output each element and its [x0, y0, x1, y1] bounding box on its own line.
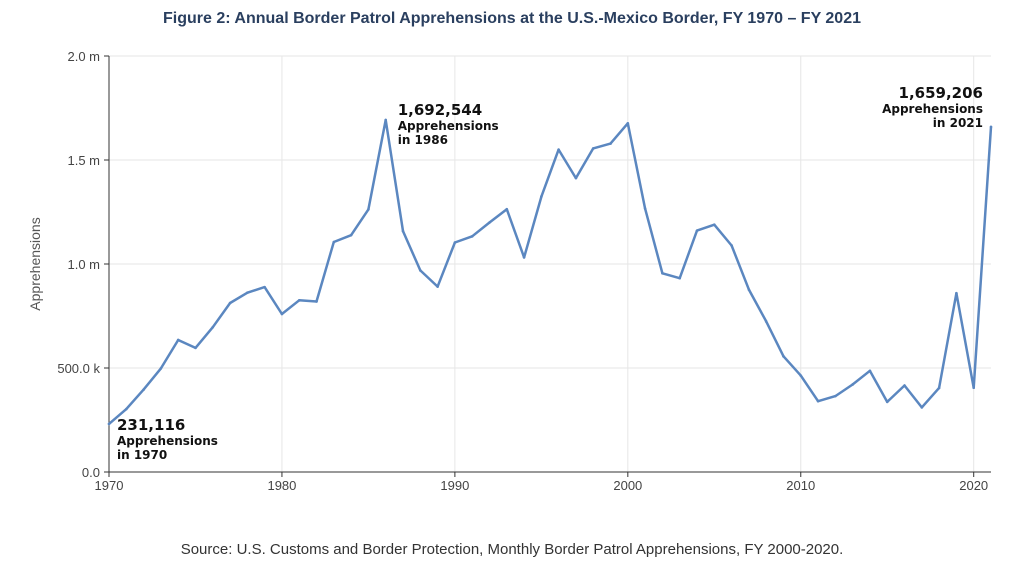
data-point — [903, 384, 906, 387]
data-point — [782, 355, 785, 358]
annotation-text: in 2021 — [933, 116, 983, 130]
y-tick-label: 1.0 m — [67, 257, 100, 272]
data-point — [972, 386, 976, 390]
data-point — [228, 301, 232, 305]
data-point — [730, 244, 733, 247]
annotation-text: Apprehensions — [398, 119, 499, 133]
data-point — [799, 374, 803, 377]
data-point — [107, 422, 111, 426]
data-point — [505, 207, 509, 211]
y-tick-label: 2.0 m — [67, 49, 100, 64]
data-point — [367, 208, 370, 211]
data-point — [712, 223, 716, 226]
data-point — [280, 312, 284, 316]
data-point — [332, 240, 336, 244]
data-point — [211, 325, 215, 329]
data-point — [124, 407, 128, 411]
grid-layer — [109, 55, 991, 472]
data-point — [263, 285, 266, 289]
data-point — [522, 256, 526, 259]
data-point — [609, 142, 612, 145]
data-point — [470, 235, 474, 238]
data-point — [297, 299, 301, 302]
data-point — [591, 147, 595, 150]
data-point — [418, 269, 422, 272]
data-point — [142, 388, 145, 391]
data-point — [643, 207, 647, 210]
data-point — [816, 399, 820, 403]
data-point — [401, 229, 405, 233]
data-point — [868, 369, 872, 373]
data-point — [937, 386, 941, 390]
chart-title: Figure 2: Annual Border Patrol Apprehens… — [163, 10, 861, 27]
data-point — [540, 195, 543, 198]
x-tick-label: 1970 — [95, 478, 124, 493]
data-point — [453, 241, 457, 244]
data-point — [557, 148, 560, 151]
data-point — [678, 276, 682, 280]
data-point — [955, 291, 958, 295]
y-axis-title: Apprehensions — [27, 217, 43, 310]
data-point — [989, 125, 993, 129]
x-tick-label: 1990 — [440, 478, 469, 493]
data-point — [384, 118, 388, 122]
data-point — [488, 221, 491, 224]
data-point — [246, 291, 249, 294]
data-point — [920, 406, 924, 409]
axis-layer: 1970 1980 1990 2000 2010 2020 0.0 500.0 k 1.0 m 1… — [27, 49, 991, 493]
data-point — [159, 367, 163, 370]
data-point — [626, 122, 630, 125]
series-line — [107, 118, 993, 426]
y-tick-label: 1.5 m — [67, 153, 100, 168]
annotation-text: Apprehensions — [117, 434, 218, 448]
y-tick-label: 0.0 — [82, 465, 100, 480]
data-point — [885, 400, 889, 404]
data-point — [574, 176, 578, 180]
data-point — [315, 300, 318, 303]
data-point — [834, 394, 837, 398]
data-point — [851, 383, 854, 386]
series-layer — [107, 118, 993, 426]
annotation-value: 1,692,544 — [398, 101, 482, 119]
source-note: Source: U.S. Customs and Border Protecti… — [180, 541, 844, 558]
data-point — [661, 271, 664, 275]
annotation-text: Apprehensions — [882, 102, 983, 116]
x-tick-label: 2010 — [786, 478, 815, 493]
data-point — [695, 229, 699, 232]
x-tick-label: 2000 — [613, 478, 642, 493]
data-point — [436, 285, 439, 288]
data-point — [764, 320, 768, 323]
annotation-value: 1,659,206 — [899, 84, 983, 102]
y-tick-label: 500.0 k — [57, 361, 100, 376]
data-point — [349, 233, 353, 237]
data-point — [194, 346, 197, 350]
x-tick-label: 2020 — [959, 478, 988, 493]
annotation-text: in 1970 — [117, 448, 167, 462]
data-point — [747, 288, 751, 291]
annotation-text: in 1986 — [398, 133, 448, 147]
data-point — [176, 338, 180, 342]
annotation-value: 231,116 — [117, 416, 185, 434]
x-tick-label: 1980 — [267, 478, 296, 493]
